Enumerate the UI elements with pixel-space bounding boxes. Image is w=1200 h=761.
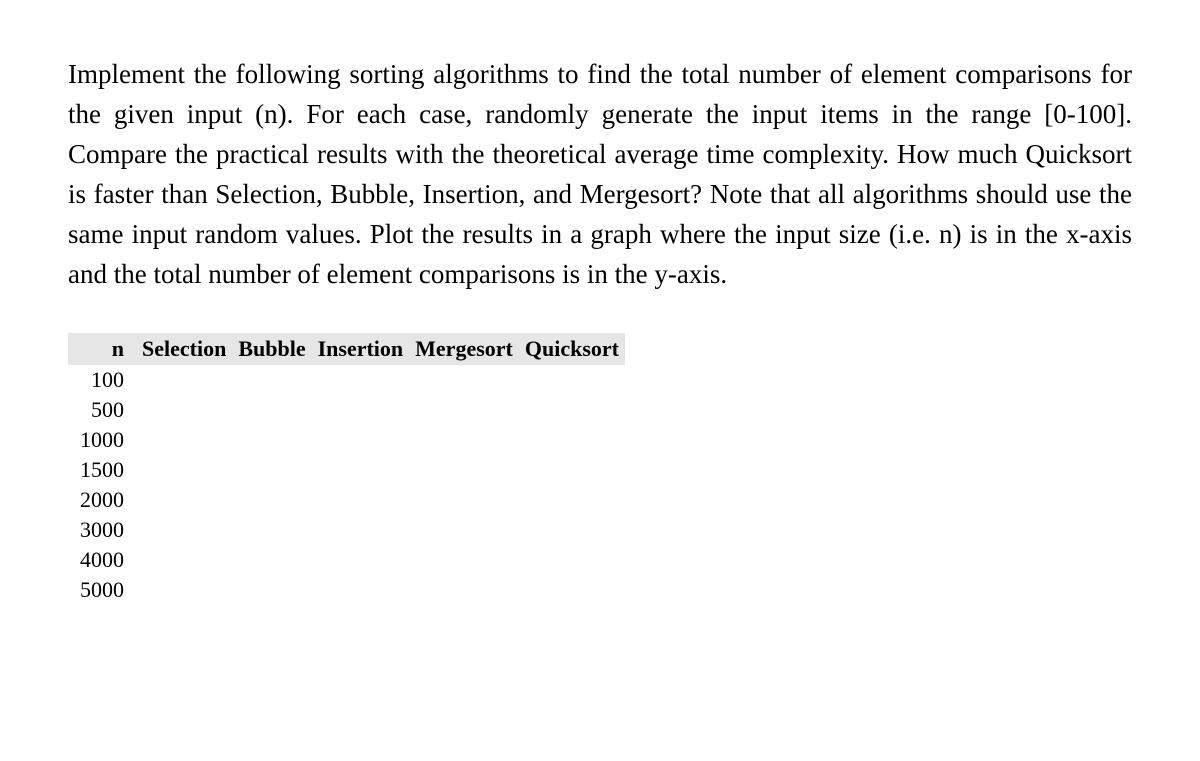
cell	[519, 485, 625, 515]
table-row: 2000	[68, 485, 625, 515]
cell	[136, 365, 232, 395]
column-header-insertion: Insertion	[312, 333, 410, 365]
cell	[232, 515, 311, 545]
cell	[519, 425, 625, 455]
cell	[312, 425, 410, 455]
cell	[136, 425, 232, 455]
cell	[519, 515, 625, 545]
cell	[519, 365, 625, 395]
column-header-mergesort: Mergesort	[409, 333, 519, 365]
table-row: 5000	[68, 575, 625, 605]
n-value: 5000	[68, 575, 136, 605]
column-header-n: n	[68, 333, 136, 365]
column-header-bubble: Bubble	[232, 333, 311, 365]
n-value: 1000	[68, 425, 136, 455]
cell	[409, 455, 519, 485]
cell	[409, 515, 519, 545]
n-value: 100	[68, 365, 136, 395]
cell	[409, 425, 519, 455]
cell	[136, 575, 232, 605]
cell	[312, 485, 410, 515]
cell	[409, 545, 519, 575]
cell	[232, 425, 311, 455]
n-value: 1500	[68, 455, 136, 485]
cell	[232, 365, 311, 395]
n-value: 500	[68, 395, 136, 425]
table-row: 3000	[68, 515, 625, 545]
table-row: 100	[68, 365, 625, 395]
cell	[312, 455, 410, 485]
cell	[232, 575, 311, 605]
cell	[232, 545, 311, 575]
cell	[409, 575, 519, 605]
cell	[312, 395, 410, 425]
n-value: 2000	[68, 485, 136, 515]
cell	[136, 515, 232, 545]
table-row: 1500	[68, 455, 625, 485]
n-value: 3000	[68, 515, 136, 545]
cell	[136, 485, 232, 515]
cell	[409, 485, 519, 515]
cell	[519, 395, 625, 425]
table-row: 1000	[68, 425, 625, 455]
cell	[312, 545, 410, 575]
table-row: 500	[68, 395, 625, 425]
cell	[312, 365, 410, 395]
column-header-quicksort: Quicksort	[519, 333, 625, 365]
cell	[519, 455, 625, 485]
comparison-table: n Selection Bubble Insertion Mergesort Q…	[68, 333, 625, 605]
table-row: 4000	[68, 545, 625, 575]
cell	[136, 395, 232, 425]
cell	[312, 515, 410, 545]
cell	[409, 365, 519, 395]
cell	[232, 485, 311, 515]
n-value: 4000	[68, 545, 136, 575]
cell	[136, 545, 232, 575]
column-header-selection: Selection	[136, 333, 232, 365]
cell	[232, 455, 311, 485]
table-header-row: n Selection Bubble Insertion Mergesort Q…	[68, 333, 625, 365]
cell	[519, 545, 625, 575]
problem-statement: Implement the following sorting algorith…	[68, 55, 1132, 295]
cell	[232, 395, 311, 425]
cell	[519, 575, 625, 605]
cell	[312, 575, 410, 605]
cell	[409, 395, 519, 425]
cell	[136, 455, 232, 485]
